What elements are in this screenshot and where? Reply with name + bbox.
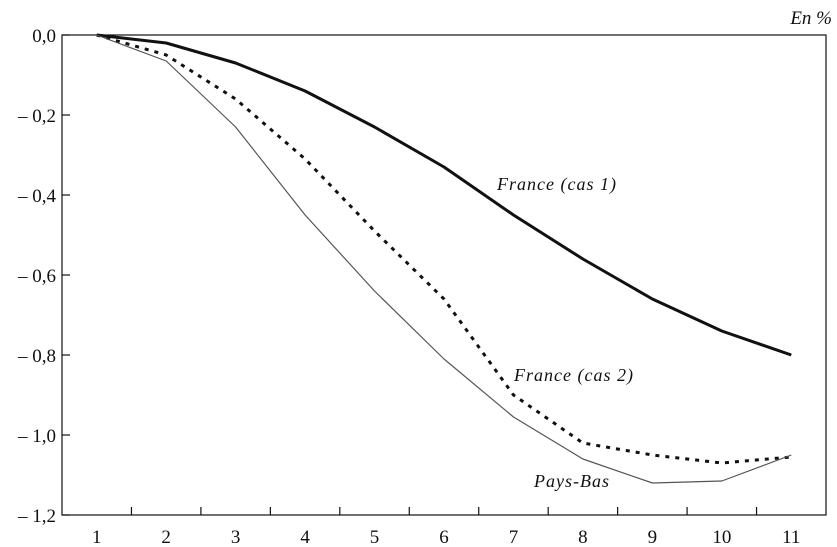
y-tick-label: – 0,8: [17, 346, 56, 367]
x-tick-label: 1: [92, 527, 102, 547]
labels-layer: France (cas 1) France (cas 2) Pays-Bas: [496, 174, 634, 491]
x-tick-label: 10: [712, 527, 731, 547]
x-tick-label: 3: [231, 527, 241, 547]
series-label-2: France (cas 2): [513, 365, 634, 386]
y-tick-label: – 1,0: [17, 426, 56, 447]
x-tick-label: 2: [161, 527, 171, 547]
series-label-1: France (cas 1): [496, 174, 617, 195]
y-tick-label: – 1,2: [17, 506, 56, 527]
y-tick-label: – 0,2: [17, 106, 56, 127]
plot-frame: [61, 34, 827, 516]
x-tick-label: 4: [300, 527, 310, 547]
series-line-1: [96, 33, 792, 357]
x-tick-label: 7: [509, 527, 519, 547]
series-line-2: [96, 33, 792, 465]
x-tick-label: 5: [370, 527, 380, 547]
x-tick-label: 9: [648, 527, 658, 547]
y-tick-label: – 0,4: [17, 186, 57, 207]
axes: 0,0 – 0,2 – 0,4 – 0,6 – 0,8 – 1,0 – 1,2 1 2 3 4 5 6 7…: [17, 26, 827, 547]
unit-label: En %: [789, 8, 832, 29]
series-layer: [96, 33, 792, 484]
y-tick-label: – 0,6: [17, 266, 56, 287]
x-tick-label: 8: [578, 527, 588, 547]
x-tick-label: 6: [439, 527, 449, 547]
x-tick-label: 11: [782, 527, 800, 547]
series-label-3: Pays-Bas: [533, 471, 610, 491]
y-tick-label: 0,0: [32, 26, 56, 47]
series-line-3: [96, 34, 792, 484]
